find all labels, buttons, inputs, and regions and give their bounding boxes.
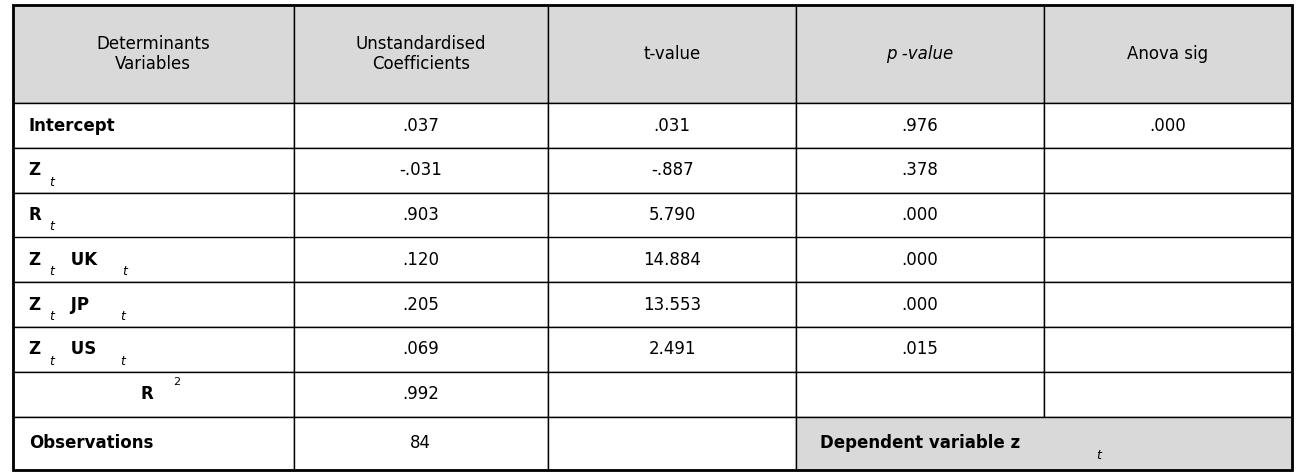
- Bar: [13, 148, 294, 193]
- Bar: [796, 148, 1044, 193]
- Bar: [548, 5, 796, 103]
- Text: t: t: [50, 265, 55, 278]
- Bar: [796, 417, 1292, 470]
- Bar: [548, 148, 796, 193]
- Bar: [1044, 5, 1292, 103]
- Text: .000: .000: [902, 295, 938, 314]
- Text: UK: UK: [65, 251, 98, 269]
- Bar: [548, 327, 796, 372]
- Bar: [294, 5, 548, 103]
- Bar: [1044, 327, 1292, 372]
- Text: R: R: [29, 206, 42, 224]
- Text: -.031: -.031: [399, 162, 442, 180]
- Text: .205: .205: [402, 295, 440, 314]
- Bar: [1044, 372, 1292, 417]
- Text: -.887: -.887: [651, 162, 693, 180]
- Text: Z: Z: [29, 162, 40, 180]
- Text: t: t: [123, 265, 128, 278]
- Text: 2: 2: [174, 377, 180, 387]
- Text: 84: 84: [410, 435, 432, 452]
- Bar: [294, 282, 548, 327]
- Bar: [294, 193, 548, 238]
- Bar: [796, 327, 1044, 372]
- Text: .378: .378: [902, 162, 938, 180]
- Text: R: R: [141, 385, 153, 403]
- Text: Determinants
Variables: Determinants Variables: [97, 35, 210, 73]
- Text: US: US: [65, 341, 97, 359]
- Bar: [1044, 148, 1292, 193]
- Bar: [13, 5, 294, 103]
- Text: 14.884: 14.884: [643, 251, 701, 269]
- Bar: [294, 148, 548, 193]
- Bar: [796, 238, 1044, 282]
- Text: t: t: [120, 310, 125, 323]
- Text: t-value: t-value: [643, 45, 701, 63]
- Text: Dependent variable z: Dependent variable z: [820, 435, 1019, 452]
- Bar: [13, 417, 294, 470]
- Text: .000: .000: [902, 251, 938, 269]
- Text: .903: .903: [402, 206, 440, 224]
- Text: Intercept: Intercept: [29, 116, 115, 134]
- Text: .992: .992: [402, 385, 440, 403]
- Text: .015: .015: [902, 341, 938, 359]
- Bar: [1044, 103, 1292, 148]
- Bar: [796, 5, 1044, 103]
- Text: p -value: p -value: [886, 45, 954, 63]
- Bar: [548, 282, 796, 327]
- Bar: [796, 372, 1044, 417]
- Bar: [13, 327, 294, 372]
- Bar: [294, 238, 548, 282]
- Text: t: t: [50, 220, 55, 234]
- Text: .000: .000: [1150, 116, 1186, 134]
- Bar: [1044, 282, 1292, 327]
- Text: .069: .069: [402, 341, 440, 359]
- Text: Observations: Observations: [29, 435, 153, 452]
- Text: t: t: [50, 355, 55, 368]
- Bar: [796, 103, 1044, 148]
- Text: 2.491: 2.491: [649, 341, 696, 359]
- Bar: [13, 372, 294, 417]
- Text: t: t: [120, 355, 125, 368]
- Text: t: t: [50, 176, 55, 189]
- Bar: [548, 417, 796, 470]
- Bar: [796, 193, 1044, 238]
- Text: t: t: [50, 310, 55, 323]
- Text: .000: .000: [902, 206, 938, 224]
- Bar: [548, 238, 796, 282]
- Text: JP: JP: [65, 295, 89, 314]
- Text: 5.790: 5.790: [649, 206, 696, 224]
- Bar: [548, 103, 796, 148]
- Text: .037: .037: [402, 116, 440, 134]
- Text: .031: .031: [654, 116, 690, 134]
- Bar: [13, 282, 294, 327]
- Text: Z: Z: [29, 251, 40, 269]
- Text: Z: Z: [29, 295, 40, 314]
- Bar: [1044, 238, 1292, 282]
- Text: Unstandardised
Coefficients: Unstandardised Coefficients: [355, 35, 485, 73]
- Text: .976: .976: [902, 116, 938, 134]
- Text: Z: Z: [29, 341, 40, 359]
- Bar: [548, 372, 796, 417]
- Bar: [13, 238, 294, 282]
- Text: 13.553: 13.553: [643, 295, 701, 314]
- Bar: [294, 417, 548, 470]
- Bar: [796, 282, 1044, 327]
- Bar: [294, 372, 548, 417]
- Bar: [548, 193, 796, 238]
- Text: t: t: [1096, 449, 1101, 462]
- Bar: [1044, 193, 1292, 238]
- Bar: [13, 103, 294, 148]
- Bar: [294, 103, 548, 148]
- Text: Anova sig: Anova sig: [1128, 45, 1208, 63]
- Bar: [294, 327, 548, 372]
- Text: .120: .120: [402, 251, 440, 269]
- Bar: [13, 193, 294, 238]
